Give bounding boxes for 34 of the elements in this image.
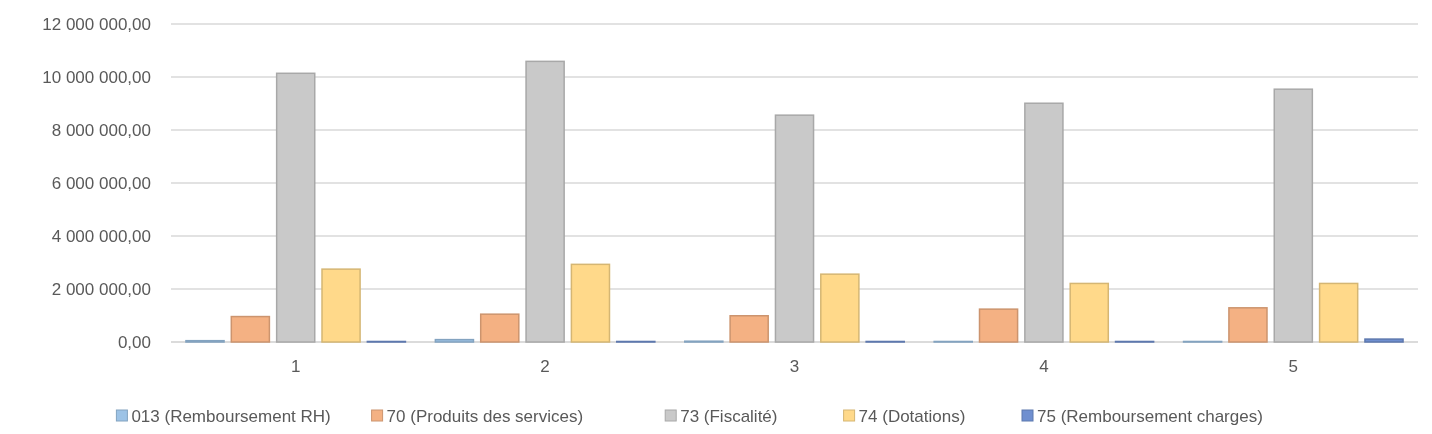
legend-label: 73 (Fiscalité) bbox=[680, 407, 778, 426]
y-tick-label: 8 000 000,00 bbox=[51, 120, 151, 140]
bar bbox=[479, 313, 520, 343]
bar bbox=[1364, 338, 1404, 343]
x-tick-label: 2 bbox=[540, 357, 550, 376]
legend-label: 70 (Produits des services) bbox=[386, 407, 584, 426]
bar bbox=[978, 308, 1019, 343]
x-tick-label: 5 bbox=[1288, 357, 1299, 376]
bar bbox=[729, 315, 769, 343]
bar bbox=[1273, 88, 1314, 343]
y-tick-label: 0,00 bbox=[117, 332, 151, 352]
bar bbox=[1228, 307, 1268, 343]
bar bbox=[1024, 102, 1064, 343]
legend-label: 013 (Remboursement RH) bbox=[131, 407, 331, 426]
bar bbox=[820, 273, 860, 343]
bar bbox=[1318, 282, 1359, 343]
y-tick-label: 2 000 000,00 bbox=[51, 279, 151, 299]
legend-label: 74 (Dotations) bbox=[858, 407, 966, 426]
y-tick-label: 12 000 000,00 bbox=[42, 14, 151, 34]
bar bbox=[434, 338, 475, 343]
y-tick-label: 10 000 000,00 bbox=[42, 67, 151, 87]
bar bbox=[275, 72, 316, 343]
x-tick-label: 3 bbox=[789, 357, 800, 376]
y-tick-label: 6 000 000,00 bbox=[51, 173, 151, 193]
legend-label: 75 (Remboursement charges) bbox=[1037, 407, 1263, 426]
bar bbox=[1069, 282, 1110, 343]
x-tick-label: 4 bbox=[1039, 357, 1049, 376]
bar bbox=[525, 60, 565, 343]
bar bbox=[774, 114, 815, 343]
bar bbox=[570, 263, 611, 343]
x-tick-label: 1 bbox=[290, 357, 301, 376]
bar bbox=[230, 315, 271, 343]
y-tick-label: 4 000 000,00 bbox=[51, 226, 151, 246]
bar bbox=[321, 268, 361, 343]
